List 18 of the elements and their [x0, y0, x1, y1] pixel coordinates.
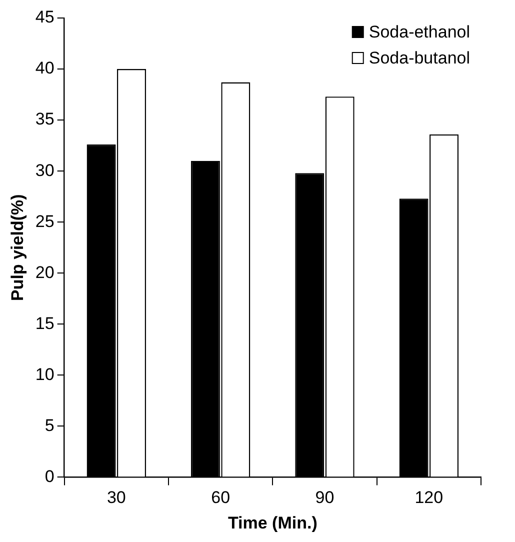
x-tick-label: 60: [211, 488, 230, 508]
legend-label: Soda-ethanol: [368, 22, 470, 42]
y-tick-label: 0: [44, 466, 54, 486]
y-tick-label: 5: [44, 416, 54, 435]
y-axis-title: Pulp yield(%): [8, 194, 27, 301]
y-tick-label: 15: [35, 314, 54, 333]
y-tick-label: 30: [35, 160, 54, 180]
y-tick-label: 20: [35, 262, 54, 282]
y-tick-label: 45: [35, 8, 54, 27]
y-tick-label: 40: [35, 58, 54, 78]
x-axis-title: Time (Min.): [228, 513, 318, 532]
x-tick-label: 30: [106, 488, 126, 508]
legend-label: Soda-butanol: [368, 48, 470, 68]
y-tick-label: 25: [35, 212, 54, 231]
y-tick-label: 10: [35, 364, 54, 384]
x-tick-label: 90: [315, 488, 334, 508]
x-tick-label: 120: [414, 488, 444, 508]
y-tick-label: 35: [35, 110, 54, 129]
